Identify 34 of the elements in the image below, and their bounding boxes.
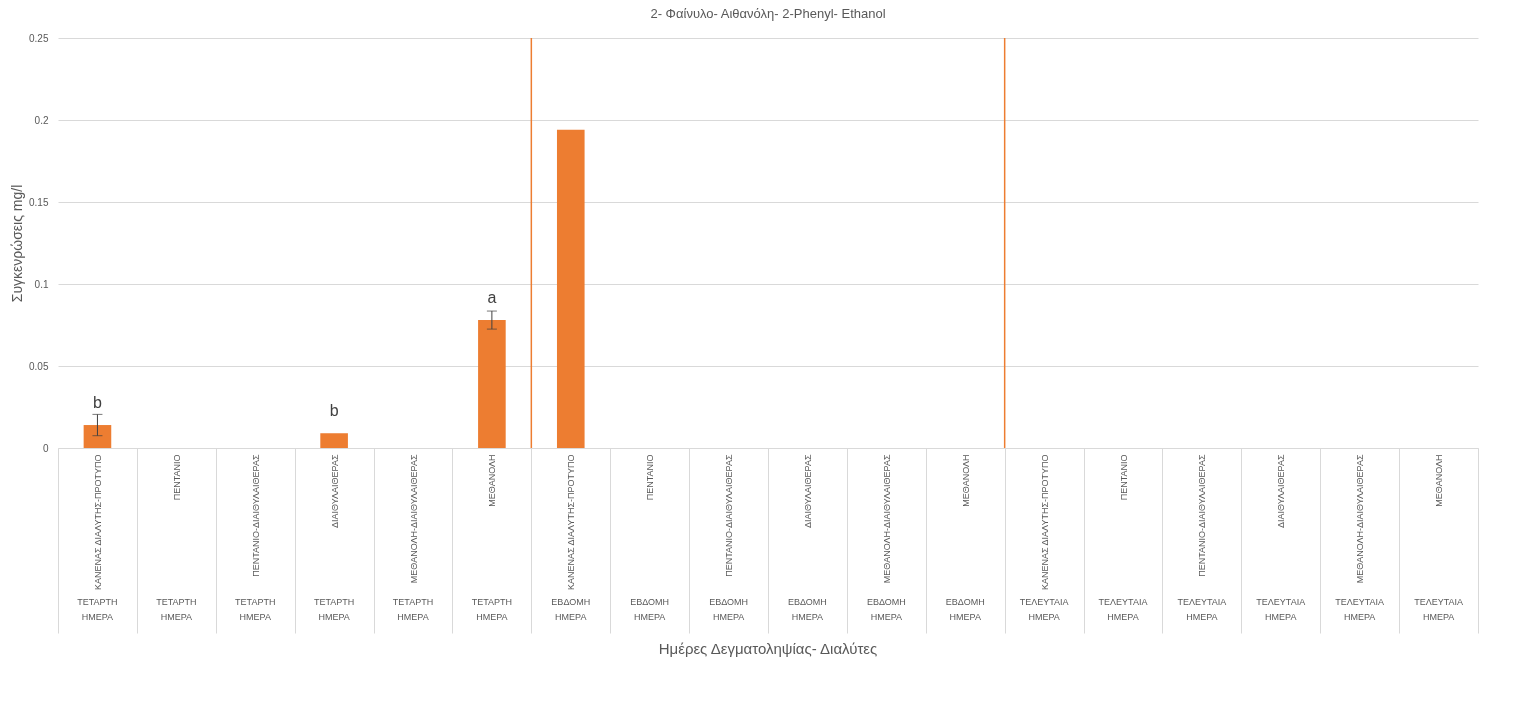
y-tick-label: 0.15 xyxy=(29,196,49,208)
category-label: ΠΕΝΤΑΝΙΟ-ΔΙΑΙΘΥΛΑΙΘΕΡΑΣ ΕΒΔΟΜΗ ΗΜΕΡΑ xyxy=(709,454,748,622)
y-tick-label: 0.05 xyxy=(29,360,49,372)
bar xyxy=(478,320,506,448)
category-label: ΜΕΘΑΝΟΛΗ ΕΒΔΟΜΗ ΗΜΕΡΑ xyxy=(945,454,985,622)
bar xyxy=(556,129,585,448)
category-label: ΚΑΝΕΝΑΣ ΔΙΑΛΥΤΗΣ-ΠΡΟΤΥΠΟ ΕΒΔΟΜΗ ΗΜΕΡΑ xyxy=(551,454,591,622)
bar xyxy=(320,433,348,448)
category-label: ΜΕΘΑΝΟΛΗ ΤΕΤΑΡΤΗ ΗΜΕΡΑ xyxy=(471,454,513,622)
chart-title: 2- Φαίνυλο- Αιθανόλη- 2-Phenyl- Ethanol xyxy=(650,6,886,21)
category-label: ΠΕΝΤΑΝΙΟ ΕΒΔΟΜΗ ΗΜΕΡΑ xyxy=(630,454,670,622)
category-label: ΠΕΝΤΑΝΙΟ ΤΕΤΑΡΤΗ ΗΜΕΡΑ xyxy=(156,454,197,622)
category-label: ΠΕΝΤΑΝΙΟ-ΔΙΑΙΘΥΛΑΙΘΕΡΑΣ ΤΕΤΑΡΤΗ ΗΜΕΡΑ xyxy=(235,454,276,622)
y-axis-title: Συγκενρώσεις mg/l xyxy=(9,184,26,303)
annotation: b xyxy=(92,394,102,412)
category-label: ΜΕΘΑΝΟΛΗ-ΔΙΑΙΘΥΛΑΙΘΕΡΑΣ ΤΕΛΕΥΤΑΙΑ ΗΜΕΡΑ xyxy=(1335,454,1385,622)
annotation: a xyxy=(487,289,497,307)
y-tick-label: 0.2 xyxy=(34,114,49,126)
category-label: ΔΙΑΙΘΥΛΑΙΘΕΡΑΣ ΤΕΛΕΥΤΑΙΑ ΗΜΕΡΑ xyxy=(1256,454,1306,622)
category-label: ΜΕΘΑΝΟΛΗ-ΔΙΑΙΘΥΛΑΙΘΕΡΑΣ ΕΒΔΟΜΗ ΗΜΕΡΑ xyxy=(866,454,906,622)
text: Ημέρες Δεγματοληψίας- Διαλύτες xyxy=(658,640,878,657)
bar xyxy=(83,425,112,448)
category-label: ΔΙΑΙΘΥΛΑΙΘΕΡΑΣ ΕΒΔΟΜΗ ΗΜΕΡΑ xyxy=(788,454,827,622)
category-label: ΜΕΘΑΝΟΛΗ ΤΕΛΕΥΤΑΙΑ ΗΜΕΡΑ xyxy=(1414,454,1463,622)
y-tick-label: 0.1 xyxy=(34,278,49,290)
y-tick-label: 0 xyxy=(42,442,49,454)
category-label: ΠΕΝΤΑΝΙΟ ΤΕΛΕΥΤΑΙΑ ΗΜΕΡΑ xyxy=(1098,454,1148,622)
annotation: b xyxy=(329,402,339,420)
y-tick-label: 0.25 xyxy=(29,32,49,44)
category-label: ΔΙΑΙΘΥΛΑΙΘΕΡΑΣ ΤΕΤΑΡΤΗ ΗΜΕΡΑ xyxy=(313,454,355,622)
category-label: ΜΕΘΑΝΟΛΗ-ΔΙΑΙΘΥΛΑΙΘΕΡΑΣ ΤΕΤΑΡΤΗ ΗΜΕΡΑ xyxy=(392,454,434,622)
category-label: ΚΑΝΕΝΑΣ ΔΙΑΛΥΤΗΣ-ΠΡΟΤΥΠΟ ΤΕΛΕΥΤΑΙΑ ΗΜΕΡΑ xyxy=(1019,454,1069,622)
category-label: ΠΕΝΤΑΝΙΟ-ΔΙΑΙΘΥΛΑΙΘΕΡΑΣ ΤΕΛΕΥΤΑΙΑ ΗΜΕΡΑ xyxy=(1177,454,1227,622)
category-label: ΚΑΝΕΝΑΣ ΔΙΑΛΥΤΗΣ-ΠΡΟΤΥΠΟ ΤΕΤΑΡΤΗ ΗΜΕΡΑ xyxy=(77,454,118,622)
